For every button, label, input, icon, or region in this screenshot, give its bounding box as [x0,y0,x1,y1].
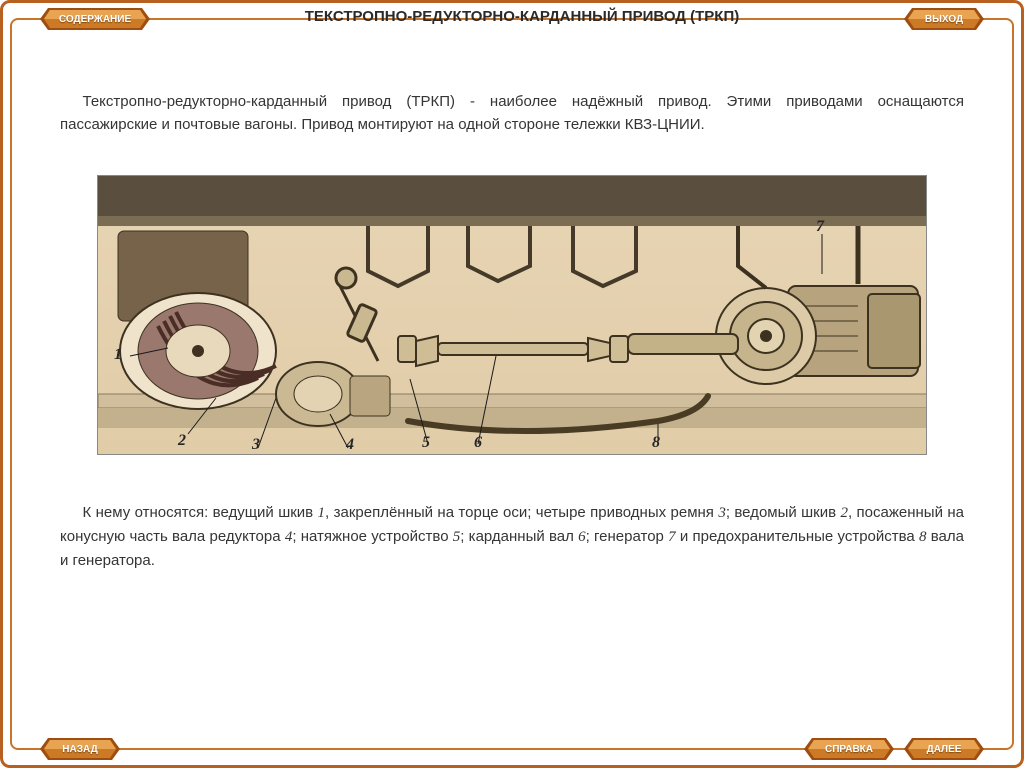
part-number: 3 [718,505,726,521]
contents-label: СОДЕРЖАНИЕ [59,14,131,25]
next-button[interactable]: ДАЛЕЕ [904,738,984,760]
legend-paragraph: К нему относятся: ведущий шкив 1, закреп… [60,501,964,573]
callout-7: 7 [816,218,824,236]
part-number: 2 [840,505,848,521]
back-button[interactable]: НАЗАД [40,738,120,760]
callout-2: 2 [178,432,186,450]
callout-8: 8 [652,434,660,452]
contents-button[interactable]: СОДЕРЖАНИЕ [40,8,150,30]
page-title: ТЕКСТРОПНО-РЕДУКТОРНО-КАРДАННЫЙ ПРИВОД (… [170,8,874,25]
content-area: Текстропно-редукторно-карданный привод (… [60,90,964,572]
callout-5: 5 [422,434,430,452]
part-number: 8 [919,529,927,545]
part-number: 4 [285,529,293,545]
help-label: СПРАВКА [825,744,873,755]
intro-paragraph: Текстропно-редукторно-карданный привод (… [60,90,964,137]
figure-container: 1 2 3 4 5 6 7 8 [60,175,964,455]
exit-button[interactable]: ВЫХОД [904,8,984,30]
part-number: 1 [318,505,326,521]
part-number: 6 [578,529,586,545]
help-button[interactable]: СПРАВКА [804,738,894,760]
next-label: ДАЛЕЕ [927,744,962,755]
callout-4: 4 [346,436,354,454]
callout-3: 3 [252,436,260,454]
part-number: 5 [453,529,461,545]
back-label: НАЗАД [62,744,97,755]
diagram-svg [98,176,927,455]
callout-6: 6 [474,434,482,452]
part-number: 7 [668,529,676,545]
callout-1: 1 [114,346,122,364]
exit-label: ВЫХОД [925,14,963,25]
trkp-diagram: 1 2 3 4 5 6 7 8 [97,175,927,455]
